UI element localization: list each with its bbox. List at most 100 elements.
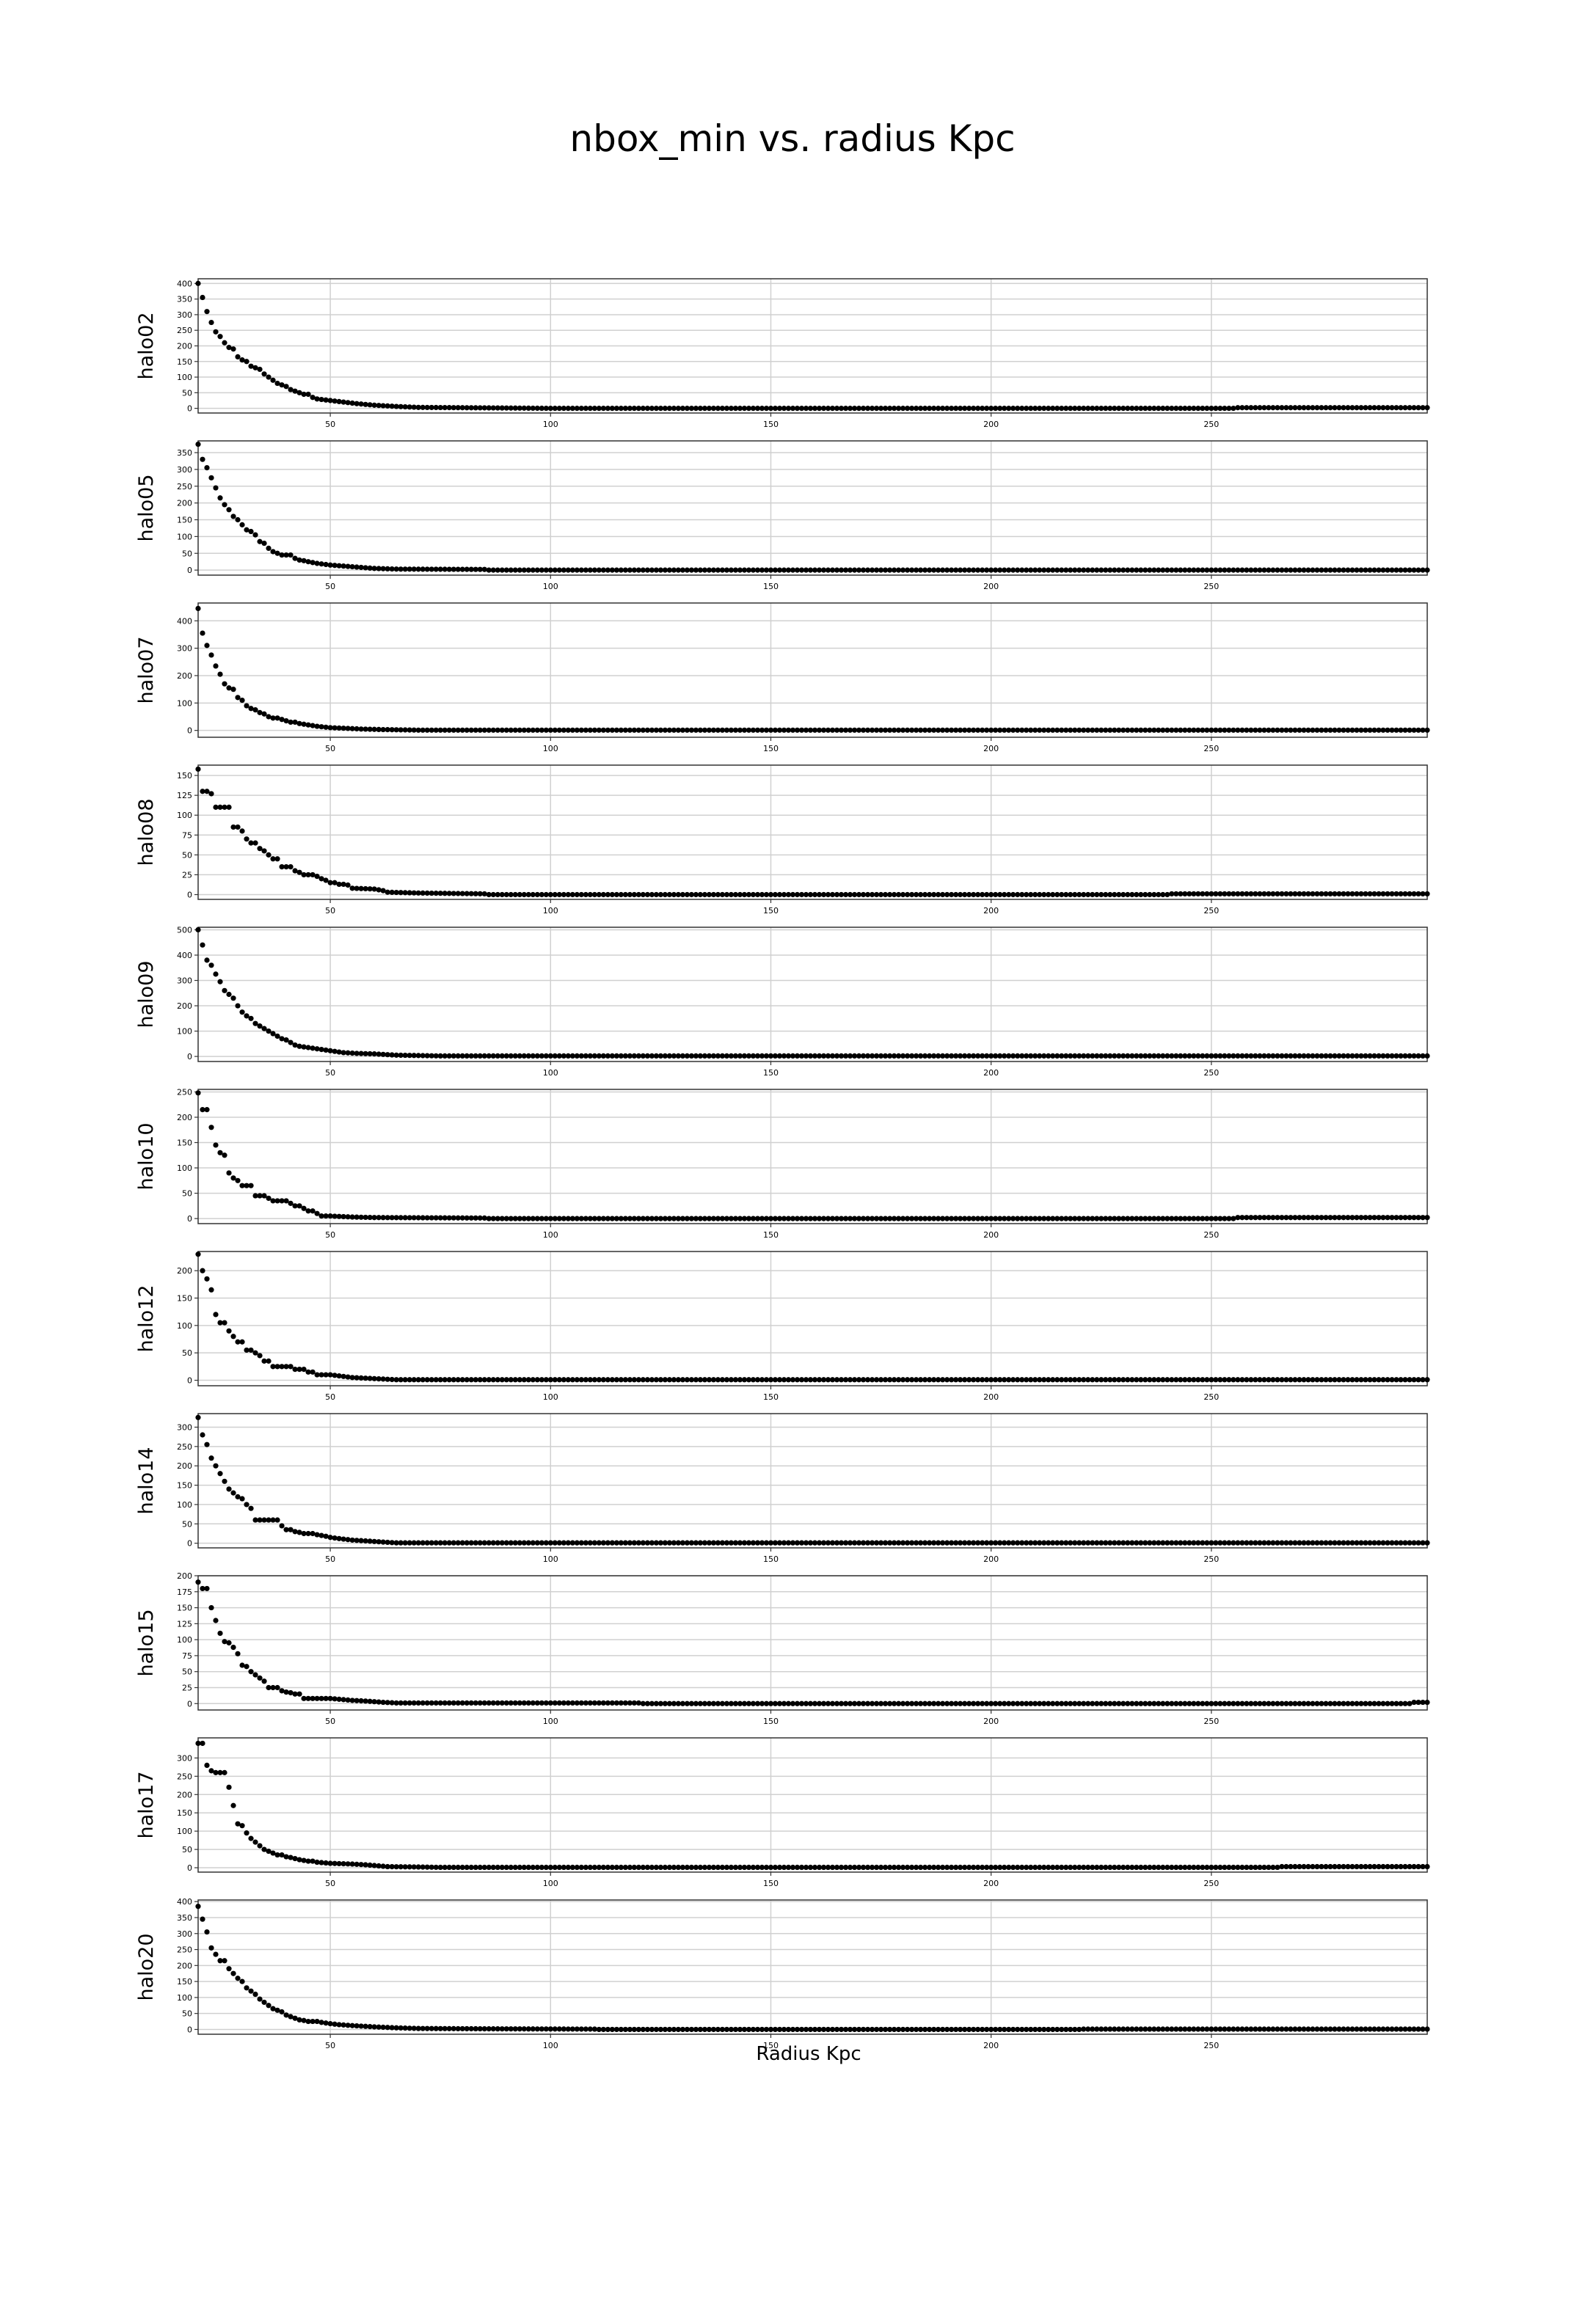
data-point	[662, 2026, 668, 2033]
data-point	[1266, 2026, 1272, 2032]
data-point	[310, 872, 316, 878]
data-point	[1063, 1864, 1069, 1871]
data-point	[226, 804, 232, 810]
data-point	[900, 567, 906, 573]
data-point	[737, 1053, 743, 1059]
data-point	[1125, 891, 1131, 898]
data-point	[1046, 1216, 1052, 1221]
data-point	[1050, 1864, 1056, 1871]
data-point	[345, 563, 351, 569]
data-point	[217, 671, 223, 677]
data-point	[455, 891, 461, 896]
data-point	[376, 726, 382, 732]
data-point	[385, 1700, 390, 1706]
data-point	[503, 1700, 509, 1706]
axes-frame	[197, 1089, 1428, 1224]
data-point	[468, 1700, 474, 1706]
data-point	[759, 1540, 765, 1546]
data-point	[318, 396, 324, 403]
data-point	[662, 567, 668, 573]
data-point	[741, 1540, 748, 1546]
data-point	[785, 727, 792, 733]
data-point	[1178, 1216, 1184, 1221]
data-point	[962, 1864, 968, 1871]
y-tick-label: 50	[182, 2009, 192, 2019]
data-point	[812, 2026, 818, 2033]
data-point	[627, 1377, 633, 1383]
data-point	[521, 567, 527, 573]
data-point	[993, 1864, 999, 1871]
data-point	[618, 2026, 624, 2033]
data-point	[746, 1377, 752, 1383]
data-point	[949, 1864, 955, 1871]
data-point	[371, 1699, 377, 1705]
data-point	[477, 891, 483, 896]
data-point	[922, 1377, 928, 1383]
data-point	[1376, 1053, 1382, 1059]
data-point	[1098, 1864, 1104, 1871]
data-point	[1354, 2026, 1360, 2032]
data-point	[1424, 1863, 1430, 1870]
data-point	[534, 1377, 540, 1383]
data-point	[1204, 2026, 1210, 2032]
data-point	[301, 2017, 307, 2023]
data-point	[851, 727, 858, 733]
data-point	[490, 2026, 496, 2032]
data-point	[415, 727, 421, 733]
data-point	[252, 365, 258, 370]
data-point	[1253, 1700, 1258, 1706]
data-point	[1389, 727, 1395, 733]
data-point	[693, 2026, 699, 2033]
data-point	[825, 406, 831, 412]
data-point	[534, 405, 540, 412]
data-point	[768, 1864, 774, 1871]
data-point	[1319, 727, 1325, 733]
x-tick-label: 150	[763, 2041, 779, 2050]
data-point	[1380, 1700, 1386, 1706]
data-point	[574, 1540, 580, 1546]
data-point	[362, 565, 368, 571]
data-point	[208, 1125, 214, 1130]
data-point	[644, 1216, 650, 1221]
y-tick-label: 50	[182, 1348, 192, 1358]
data-point	[499, 1700, 505, 1706]
data-point	[1059, 406, 1065, 412]
data-point	[1059, 567, 1065, 573]
data-point	[657, 567, 663, 573]
data-point	[847, 727, 853, 733]
data-point	[1222, 567, 1228, 573]
data-point	[547, 2026, 553, 2032]
data-point	[442, 1700, 448, 1706]
data-point	[332, 2021, 338, 2027]
data-point	[834, 891, 840, 898]
data-point	[842, 1700, 849, 1706]
data-point	[873, 727, 880, 733]
data-point	[851, 1540, 858, 1546]
data-point	[860, 1700, 867, 1706]
data-point	[380, 2024, 386, 2031]
data-point	[600, 1864, 606, 1871]
data-point	[389, 1052, 395, 1058]
data-point	[640, 2026, 646, 2033]
data-point	[1046, 1540, 1052, 1546]
data-point	[358, 1375, 364, 1381]
data-point	[371, 1538, 377, 1544]
x-tick-label: 200	[983, 1554, 999, 1564]
data-point	[1165, 727, 1170, 733]
data-point	[741, 1700, 748, 1706]
data-point	[1173, 2026, 1179, 2032]
data-point	[922, 1216, 928, 1221]
data-point	[1006, 406, 1012, 412]
data-point	[785, 1377, 792, 1383]
data-point	[807, 891, 814, 898]
data-point	[1178, 1053, 1184, 1059]
data-point	[288, 1855, 294, 1860]
data-point	[411, 2025, 417, 2031]
data-point	[1019, 1540, 1025, 1546]
data-point	[235, 695, 241, 701]
data-point	[904, 1864, 911, 1871]
data-point	[1371, 1215, 1377, 1221]
data-point	[917, 1540, 924, 1546]
data-point	[675, 1540, 681, 1546]
data-point	[886, 727, 893, 733]
